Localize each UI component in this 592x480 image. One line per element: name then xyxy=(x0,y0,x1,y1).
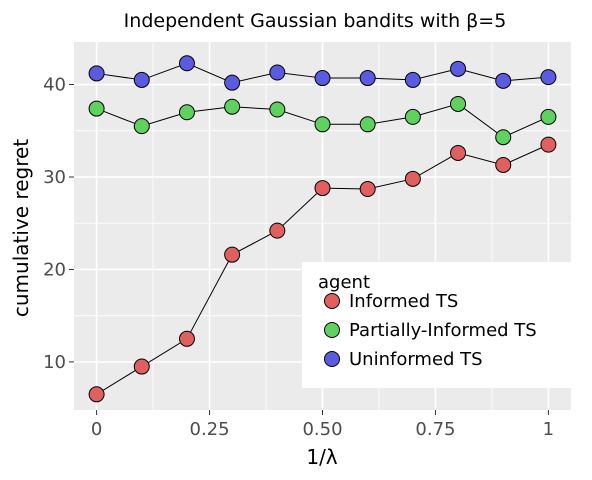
legend-label: Partially-Informed TS xyxy=(349,320,537,341)
y-axis-label: cumulative regret xyxy=(9,139,33,317)
data-point xyxy=(359,116,376,133)
data-point xyxy=(314,116,331,133)
y-tick-label: 10 xyxy=(43,352,66,373)
data-point xyxy=(359,181,376,198)
legend-label: Uninformed TS xyxy=(349,349,483,370)
data-point xyxy=(314,180,331,197)
y-tick-label: 30 xyxy=(43,167,66,188)
data-point xyxy=(404,71,421,88)
data-point xyxy=(178,104,195,121)
data-point xyxy=(450,144,467,161)
x-tick-label: 0.50 xyxy=(302,419,342,440)
legend-title: agent xyxy=(318,272,370,293)
data-point xyxy=(88,386,105,403)
data-point xyxy=(133,118,150,135)
data-point xyxy=(540,69,557,86)
series-points xyxy=(88,55,557,403)
data-point xyxy=(224,74,241,91)
x-tick-label: 0.25 xyxy=(190,419,230,440)
legend-marker xyxy=(324,322,340,338)
data-point xyxy=(269,101,286,118)
legend-marker xyxy=(324,293,340,309)
data-point xyxy=(495,129,512,146)
data-point xyxy=(495,156,512,173)
data-point xyxy=(540,108,557,125)
x-tick-label: 0 xyxy=(91,419,102,440)
data-point xyxy=(450,60,467,77)
legend: agent Informed TS Partially-Informed TS Un… xyxy=(302,262,572,388)
x-tick-label: 1 xyxy=(543,419,554,440)
data-point xyxy=(495,72,512,89)
x-axis-label: 1/λ xyxy=(306,445,337,469)
chart-title: Independent Gaussian bandits with β=5 xyxy=(124,10,507,32)
data-point xyxy=(224,246,241,263)
y-tick-label: 40 xyxy=(43,75,66,96)
legend-items: Informed TS Partially-Informed TS Uninform… xyxy=(324,291,537,370)
data-point xyxy=(359,70,376,87)
data-point xyxy=(269,222,286,239)
data-point xyxy=(540,136,557,153)
data-point xyxy=(178,55,195,72)
x-tick-label: 0.75 xyxy=(415,419,455,440)
legend-label: Informed TS xyxy=(349,291,458,312)
data-point xyxy=(178,330,195,347)
legend-marker xyxy=(324,351,340,367)
data-point xyxy=(88,100,105,117)
legend-box xyxy=(302,262,572,388)
data-point xyxy=(450,95,467,112)
data-point xyxy=(404,108,421,125)
data-point xyxy=(269,64,286,81)
data-point xyxy=(404,170,421,187)
data-point xyxy=(314,70,331,87)
data-point xyxy=(133,71,150,88)
axis-ticks: 10 20 30 40 0 0.25 0.50 0.75 1 xyxy=(43,75,554,440)
y-tick-label: 20 xyxy=(43,259,66,280)
data-point xyxy=(224,98,241,115)
data-point xyxy=(133,358,150,375)
data-point xyxy=(88,65,105,82)
